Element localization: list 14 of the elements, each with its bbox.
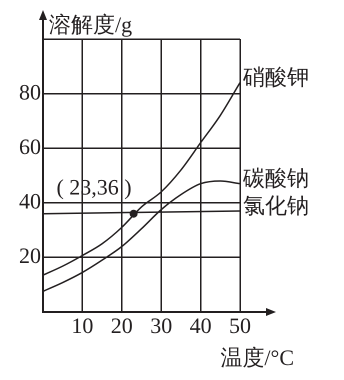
y-tick-label: 80 <box>19 79 41 104</box>
x-tick-label: 20 <box>110 312 133 338</box>
x-tick-label: 40 <box>190 312 212 338</box>
series-label: 硝酸钾 <box>242 64 309 90</box>
x-axis-title: 温度/°C <box>220 344 294 370</box>
x-tick-label: 50 <box>229 312 251 338</box>
x-tick-label: 10 <box>71 312 94 338</box>
y-tick-label: 60 <box>19 134 41 159</box>
y-axis-title: 溶解度/g <box>49 12 132 37</box>
series-label: 碳酸钠 <box>242 165 309 190</box>
y-tick-label: 20 <box>19 243 41 268</box>
x-tick-label: 30 <box>150 312 172 338</box>
series-label: 氯化钠 <box>243 192 309 218</box>
y-tick-label: 40 <box>19 188 41 214</box>
